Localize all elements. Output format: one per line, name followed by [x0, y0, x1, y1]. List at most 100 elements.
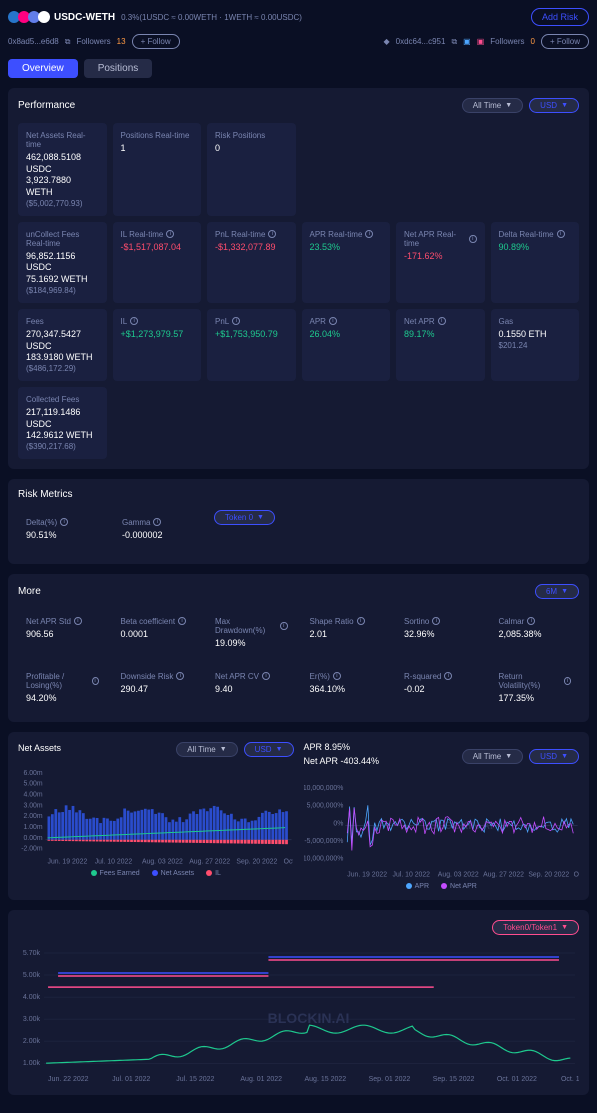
metric-value: 290.47	[121, 684, 194, 696]
svg-text:4.00m: 4.00m	[23, 792, 42, 799]
metric-value: 462,088.5108 USDC	[26, 152, 99, 175]
metric-sub: $201.24	[499, 341, 572, 350]
metric-value: +$1,273,979.57	[121, 329, 194, 341]
svg-text:Oct. 01 2022: Oct. 01 2022	[497, 1076, 537, 1083]
follow-button-2[interactable]: + Follow	[541, 34, 589, 49]
metric-card: Net APRi89.17%	[396, 309, 485, 381]
metric-card: Beta coefficienti0.0001	[113, 609, 202, 658]
follow-button-1[interactable]: + Follow	[132, 34, 180, 49]
metric-card: Positions Real-time1	[113, 123, 202, 216]
metric-sub: ($5,002,770.93)	[26, 199, 99, 208]
info-icon[interactable]: i	[444, 672, 452, 680]
na-time-filter[interactable]: All Time▼	[176, 742, 237, 757]
risk-metrics-panel: Risk Metrics Delta(%)i90.51%Gammai-0.000…	[8, 479, 589, 564]
apr-curr-filter[interactable]: USD▼	[529, 749, 579, 764]
copy-icon[interactable]: ⧉	[451, 37, 457, 47]
metric-label: Beta coefficienti	[121, 617, 194, 626]
svg-text:2.00m: 2.00m	[23, 813, 42, 820]
info-icon[interactable]: i	[268, 230, 276, 238]
tab-overview[interactable]: Overview	[8, 59, 78, 78]
info-icon[interactable]: i	[365, 230, 373, 238]
info-icon[interactable]: i	[60, 518, 68, 526]
info-icon[interactable]: i	[280, 622, 288, 630]
currency-filter[interactable]: USD▼	[529, 98, 579, 113]
apr-time-filter[interactable]: All Time▼	[462, 749, 523, 764]
metric-label: R-squaredi	[404, 672, 477, 681]
legend-item: IL	[206, 870, 221, 877]
info-icon[interactable]: i	[74, 617, 82, 625]
info-icon[interactable]: i	[176, 672, 184, 680]
svg-text:Aug. 27 2022: Aug. 27 2022	[483, 872, 524, 879]
info-icon[interactable]: i	[329, 317, 337, 325]
info-icon[interactable]: i	[357, 617, 365, 625]
address-1[interactable]: 0x8ad5...e6d8	[8, 37, 59, 46]
info-icon[interactable]: i	[432, 617, 440, 625]
metric-value: 32.96%	[404, 629, 477, 641]
metric-value: -$1,517,087.04	[121, 242, 194, 254]
metric-label: Net APR Stdi	[26, 617, 99, 626]
metric-label: Calmari	[499, 617, 572, 626]
metric-card: Max Drawdown(%)i19.09%	[207, 609, 296, 658]
info-icon[interactable]: i	[333, 672, 341, 680]
risk-title: Risk Metrics	[18, 489, 579, 500]
more-time-filter[interactable]: 6M▼	[535, 584, 579, 599]
metric-label: Gammai	[122, 518, 196, 527]
add-risk-button[interactable]: Add Risk	[531, 8, 589, 26]
info-icon[interactable]: i	[92, 677, 99, 685]
apr-title1: APR 8.95%	[304, 742, 380, 752]
info-icon[interactable]: i	[178, 617, 186, 625]
followers-label: Followers	[76, 37, 110, 46]
metric-value: -171.62%	[404, 251, 477, 263]
info-icon[interactable]: i	[469, 235, 477, 243]
info-icon[interactable]: i	[564, 677, 571, 685]
metric-card: Net APR Real-timei-171.62%	[396, 222, 485, 303]
metric-card: PnLi+$1,753,950.79	[207, 309, 296, 381]
net-assets-svg: 6.00m5.00m4.00m3.00m2.00m1.00m0.00m-2.00…	[18, 767, 293, 865]
address-2[interactable]: 0xdc64...c951	[396, 37, 446, 46]
metric-label: Positions Real-time	[121, 131, 194, 140]
copy-icon[interactable]: ⧉	[65, 37, 71, 47]
range-panel: Token0/Token1▼ 5.70k5.00k4.00k3.00k2.00k…	[8, 910, 589, 1095]
token-filter[interactable]: Token 0▼	[214, 510, 275, 525]
na-legend: Fees EarnedNet AssetsIL	[18, 870, 294, 877]
metric-card: Collected Fees217,119.1486 USDC142.9612 …	[18, 387, 107, 459]
link-icon[interactable]: ▣	[463, 37, 471, 46]
followers-count-2: 0	[531, 37, 535, 46]
range-svg: 5.70k5.00k4.00k3.00k2.00k1.00kBLOCKIN.AI…	[18, 945, 579, 1085]
metric-card: Net APR Stdi 906.56	[18, 609, 107, 658]
metric-value: 906.56	[26, 629, 99, 641]
na-curr-filter[interactable]: USD▼	[244, 742, 294, 757]
metric-label: Collected Fees	[26, 395, 99, 404]
svg-text:Jul. 15 2022: Jul. 15 2022	[176, 1076, 214, 1083]
info-icon[interactable]: i	[153, 518, 161, 526]
svg-text:5,000,000%: 5,000,000%	[306, 803, 343, 810]
range-filter[interactable]: Token0/Token1▼	[492, 920, 579, 935]
info-icon[interactable]: i	[438, 317, 446, 325]
metric-card: Profitable / Losing(%)i94.20%	[18, 664, 107, 713]
metric-value-2: 183.9180 WETH	[26, 352, 99, 364]
metric-card: Sortinoi 32.96%	[396, 609, 485, 658]
svg-text:6.00m: 6.00m	[23, 770, 42, 777]
info-icon[interactable]: i	[166, 230, 174, 238]
info-icon[interactable]: i	[557, 230, 565, 238]
svg-text:Aug. 27 2022: Aug. 27 2022	[189, 859, 230, 866]
svg-text:5.00m: 5.00m	[23, 781, 42, 788]
legend-item: Net APR	[441, 883, 477, 890]
metric-label: Risk Positions	[215, 131, 288, 140]
metric-label: Delta(%)i	[26, 518, 100, 527]
info-icon[interactable]: i	[232, 317, 240, 325]
info-icon[interactable]: i	[262, 672, 270, 680]
info-icon[interactable]: i	[527, 617, 535, 625]
info-icon[interactable]: i	[130, 317, 138, 325]
followers-count: 13	[117, 37, 126, 46]
metric-label: Sortinoi	[404, 617, 477, 626]
pair-rate: 0.3%(1USDC ≈ 0.00WETH · 1WETH ≈ 0.00USDC…	[121, 13, 302, 22]
metric-value: 96,852.1156 USDC	[26, 251, 99, 274]
net-assets-title: Net Assets	[18, 743, 61, 753]
followers-label-2: Followers	[490, 37, 524, 46]
link-icon-2[interactable]: ▣	[477, 37, 485, 46]
time-filter[interactable]: All Time▼	[462, 98, 523, 113]
metric-value: -$1,332,077.89	[215, 242, 288, 254]
apr-legend: APRNet APR	[304, 883, 580, 890]
tab-positions[interactable]: Positions	[84, 59, 153, 78]
